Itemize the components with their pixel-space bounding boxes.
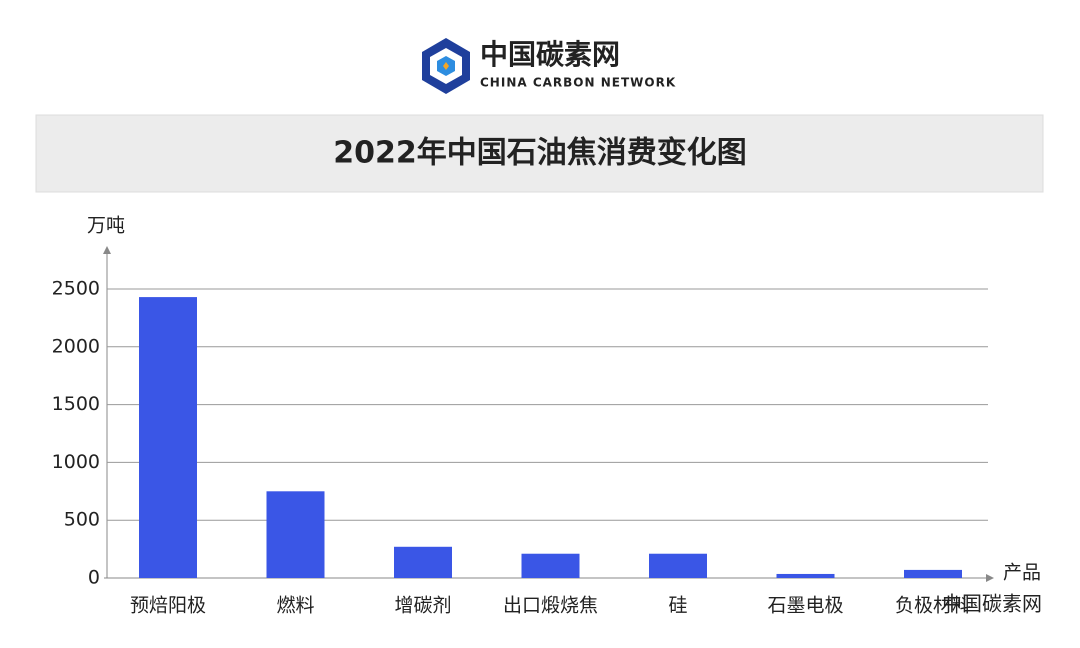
x-tick-label: 燃料 [276,595,314,617]
bar [649,553,707,578]
logo-title: 中国碳素网 [480,38,620,71]
x-tick-label: 负极材料 [895,595,971,617]
y-tick-label: 2000 [52,335,100,357]
title-bar [35,114,1044,193]
bar [521,553,580,578]
logo-subtitle: CHINA CARBON NETWORK [480,76,676,90]
bar [904,569,962,578]
bar [139,297,197,578]
x-axis-label: 产品 [1003,562,1041,584]
y-tick-label: 0 [88,567,100,589]
y-tick-label: 1000 [52,451,100,473]
logo-icon [422,38,470,94]
x-tick-label: 预焙阳极 [130,595,206,617]
watermark: 中国碳素网 [942,592,1042,616]
chart-title: 2022年中国石油焦消费变化图 [333,136,747,171]
x-tick-label: 石墨电极 [767,595,843,617]
y-tick-label: 1500 [52,393,100,415]
x-tick-label: 增碳剂 [394,595,451,617]
x-axis-arrow [986,574,994,582]
y-tick-label: 2500 [52,278,100,300]
bar [776,573,835,578]
x-tick-label: 出口煅烧焦 [503,595,598,617]
bar [266,491,325,578]
y-axis-label: 万吨 [87,215,125,237]
y-axis-arrow [103,246,111,254]
bar [394,546,452,578]
y-tick-label: 500 [64,509,100,531]
x-tick-label: 硅 [668,595,687,617]
